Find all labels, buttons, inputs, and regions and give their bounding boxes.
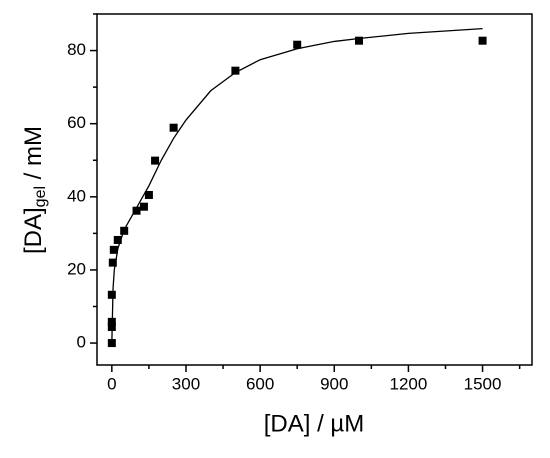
plot-frame: [96, 13, 533, 366]
data-point: [478, 36, 487, 45]
x-axis-label: [DA] / µM: [264, 410, 365, 437]
data-point: [169, 123, 178, 132]
x-tick-label: 0: [107, 374, 116, 393]
x-tick-label: 1200: [390, 374, 428, 393]
data-point: [113, 235, 122, 244]
y-tick-label: 80: [67, 40, 86, 59]
data-point: [231, 66, 240, 75]
y-label-main: [DA]: [20, 207, 47, 254]
data-point: [107, 290, 116, 299]
y-axis-label: [DA]gel / mM: [20, 126, 49, 254]
fit-curve: [111, 27, 483, 344]
data-point: [139, 202, 148, 211]
y-tick-label: 60: [67, 113, 86, 132]
x-tick-label: 1500: [464, 374, 502, 393]
y-tick-label: 40: [67, 186, 86, 205]
data-point: [151, 156, 160, 165]
data-point: [293, 40, 302, 49]
y-label-sub: gel: [32, 186, 49, 207]
y-tick-label: 20: [67, 259, 86, 278]
x-tick-label: 300: [172, 374, 200, 393]
data-point: [132, 206, 141, 215]
x-tick-label: 600: [246, 374, 274, 393]
data-point: [109, 245, 118, 254]
data-point: [108, 258, 117, 267]
data-point: [144, 190, 153, 199]
y-tick-label: 0: [77, 333, 86, 352]
y-label-unit: / mM: [20, 126, 47, 186]
x-tick-label: 900: [320, 374, 348, 393]
data-point: [354, 36, 363, 45]
